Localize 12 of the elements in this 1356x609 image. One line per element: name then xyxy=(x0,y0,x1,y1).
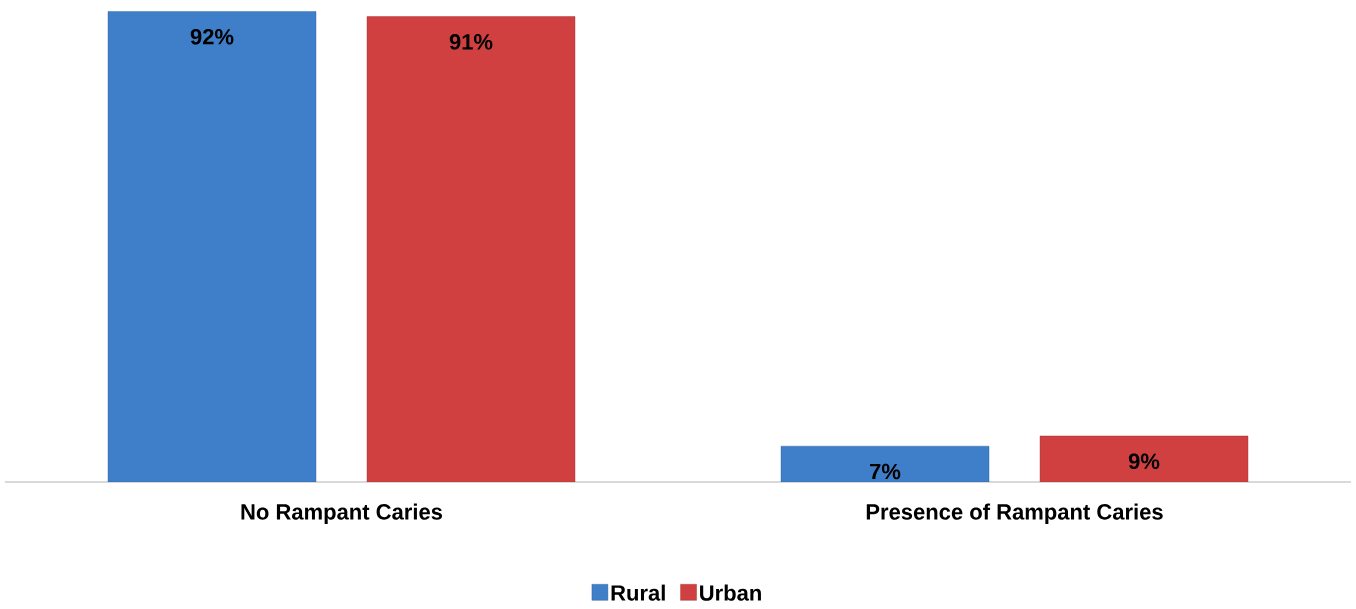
x-tick-label: No Rampant Caries xyxy=(241,503,443,525)
bar xyxy=(780,446,990,482)
data-label: 92% xyxy=(190,28,234,45)
x-tick-label: Presence of Rampant Caries xyxy=(866,503,1163,525)
data-label: 91% xyxy=(449,34,493,50)
legend-label: Rural xyxy=(611,584,665,601)
bar xyxy=(107,11,317,482)
data-label: 9% xyxy=(1128,453,1160,470)
data-label: 7% xyxy=(870,463,901,480)
legend-label: Urban xyxy=(700,584,761,601)
bar xyxy=(1039,435,1249,482)
bar xyxy=(366,16,576,482)
